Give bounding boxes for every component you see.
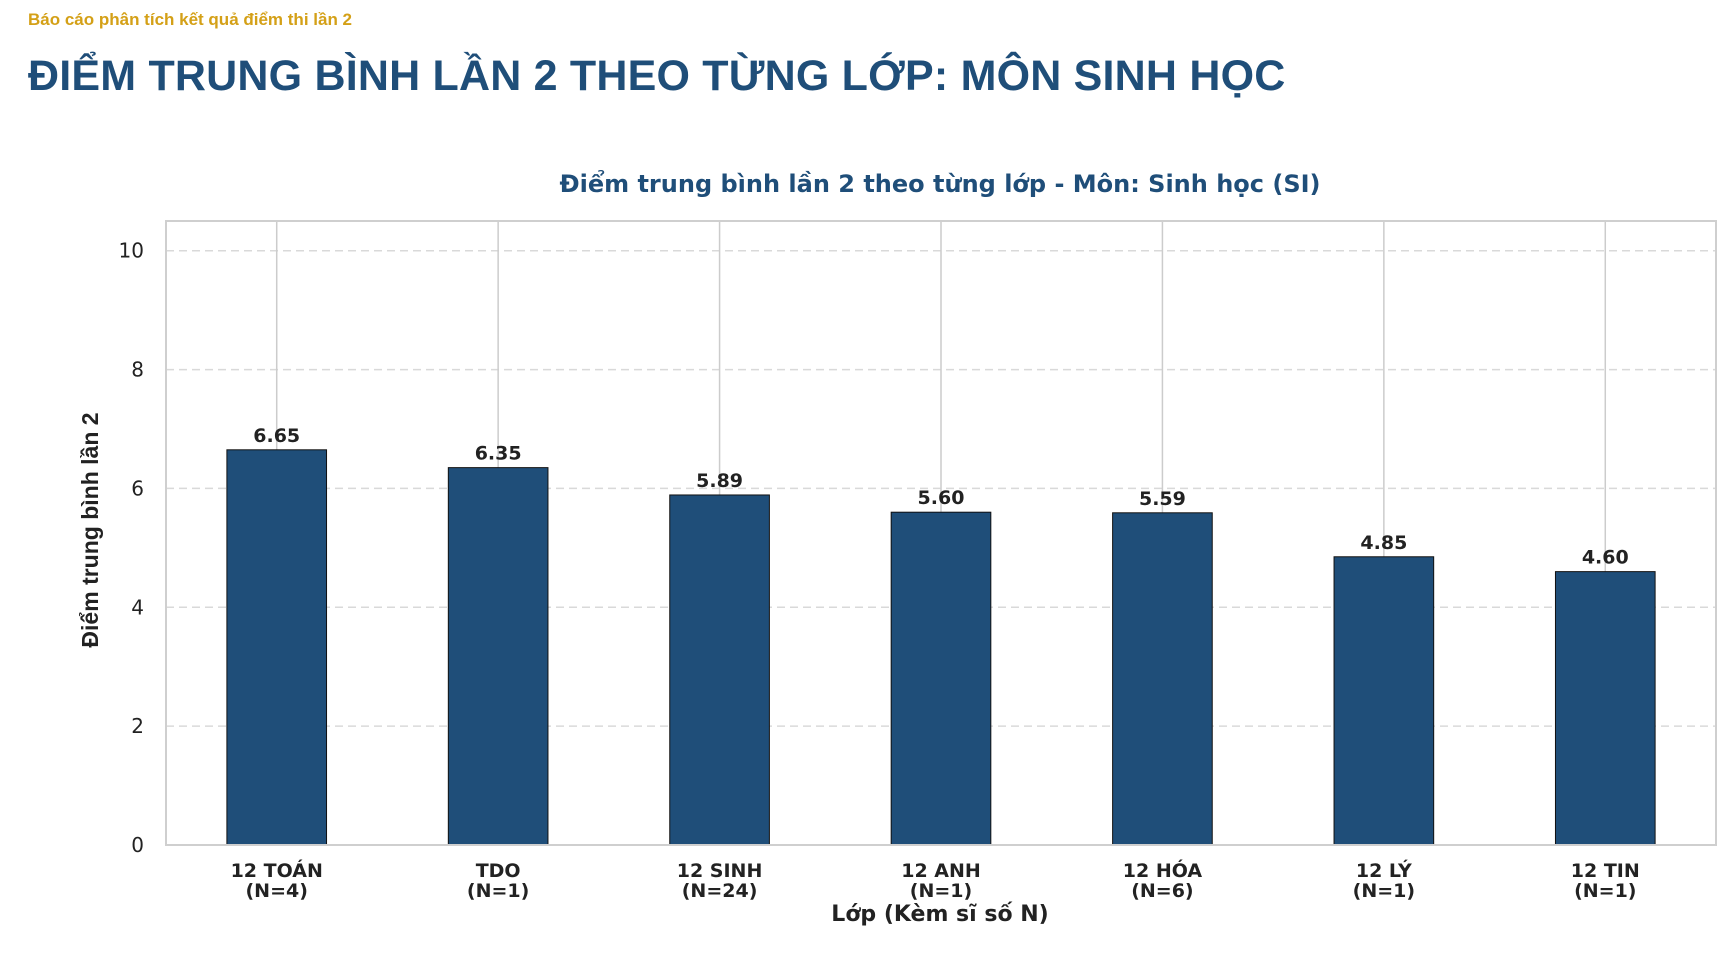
data-label: 6.35 [475,443,522,465]
y-tick-label: 0 [131,833,144,857]
data-label: 5.60 [918,487,965,509]
x-tick-count-label: (N=1) [910,880,972,902]
y-tick-label: 4 [131,595,144,619]
y-tick-label: 2 [131,714,144,738]
x-tick-label: 12 TOÁN [231,859,323,882]
bar [1333,556,1435,846]
bar [890,511,992,846]
x-tick-count-label: (N=1) [1353,880,1415,902]
x-tick-label: 12 HÓA [1123,858,1203,882]
chart-title: Điểm trung bình lần 2 theo từng lớp - Mô… [559,168,1320,198]
page-title: ĐIỂM TRUNG BÌNH LẦN 2 THEO TỪNG LỚP: MÔN… [28,52,1286,100]
x-tick-count-label: (N=4) [246,880,308,902]
x-tick-label: 12 ANH [901,860,981,882]
data-label: 4.85 [1360,532,1407,554]
x-tick-count-label: (N=1) [1574,880,1636,902]
y-tick-label: 6 [131,476,144,500]
data-label: 5.59 [1139,488,1186,510]
x-tick-label: 12 LÝ [1356,858,1412,882]
x-tick-label: 12 TIN [1571,860,1640,882]
bar [1554,571,1656,846]
data-label: 4.60 [1582,547,1629,569]
y-axis-label: Điểm trung bình lần 2 [77,412,103,647]
y-tick-label: 8 [131,358,144,382]
x-tick-label: 12 SINH [677,860,763,882]
data-label: 6.65 [253,425,300,447]
x-axis-label: Lớp (Kèm sĩ số N) [831,902,1048,927]
x-tick-count-label: (N=24) [682,880,758,902]
x-tick-label: TDO [476,860,521,882]
bar [1112,512,1213,846]
data-label: 5.89 [696,470,743,492]
bar [669,494,770,846]
bar [226,449,328,846]
x-tick-count-label: (N=1) [467,880,529,902]
x-tick-count-label: (N=6) [1131,880,1193,902]
y-tick-label: 10 [119,239,144,263]
report-subtitle: Báo cáo phân tích kết quả điểm thi lần 2 [28,10,353,29]
plot-border [165,220,1717,846]
bar [447,467,549,846]
